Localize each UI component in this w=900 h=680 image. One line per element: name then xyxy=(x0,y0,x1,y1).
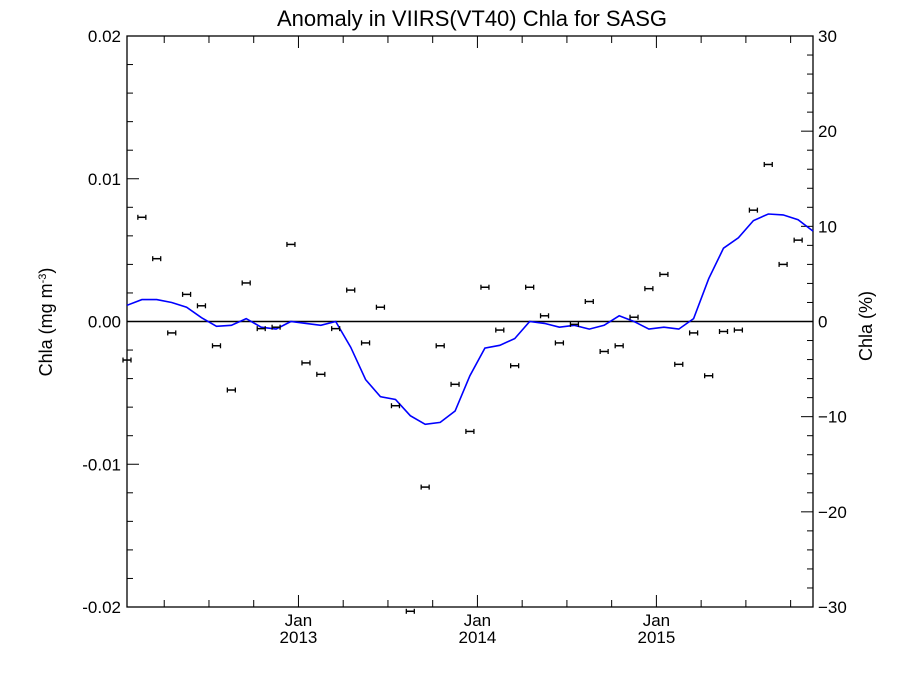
anomaly-percent-line xyxy=(127,214,813,424)
errorbar-point xyxy=(406,609,414,614)
errorbar-point xyxy=(645,286,653,291)
y-axis-left-label: Chla (mg m-3) xyxy=(36,268,56,377)
errorbar-point xyxy=(541,313,549,318)
errorbar-point xyxy=(690,330,698,335)
errorbar-point xyxy=(705,373,713,378)
chart-title: Anomaly in VIIRS(VT40) Chla for SASG xyxy=(277,6,667,31)
errorbar-point xyxy=(183,292,191,297)
errorbar-point xyxy=(391,403,399,408)
errorbar-point xyxy=(734,328,742,333)
right-tick-label: 20 xyxy=(818,122,837,141)
x-tick-label-year: 2013 xyxy=(280,628,318,647)
errorbar-point xyxy=(212,343,220,348)
errorbar-point xyxy=(376,305,384,310)
errorbar-point xyxy=(764,162,772,167)
errorbar-point xyxy=(451,382,459,387)
errorbar-point xyxy=(436,343,444,348)
left-tick-label: -0.01 xyxy=(82,455,121,474)
errorbar-point xyxy=(287,242,295,247)
left-tick-label: -0.02 xyxy=(82,598,121,617)
errorbar-point xyxy=(227,388,235,393)
y-axis-left-label-main: Chla (mg m xyxy=(36,283,56,376)
left-tick-label: 0.00 xyxy=(88,313,121,332)
errorbar-point xyxy=(302,360,310,365)
errorbar-point xyxy=(153,256,161,261)
errorbar-point xyxy=(630,315,638,320)
y-axis-left-label-close: ) xyxy=(36,268,56,274)
anomaly-line-path xyxy=(127,214,813,424)
errorbar-point xyxy=(555,340,563,345)
right-tick-label: −10 xyxy=(818,408,847,427)
errorbar-point xyxy=(615,343,623,348)
left-tick-label: 0.01 xyxy=(88,170,121,189)
y-axis-left-label-superscript: -3 xyxy=(37,274,49,284)
right-tick-label: 10 xyxy=(818,217,837,236)
errorbar-point xyxy=(526,285,534,290)
errorbar-point xyxy=(585,299,593,304)
errorbar-point xyxy=(675,362,683,367)
errorbar-point xyxy=(660,272,668,277)
errorbar-point xyxy=(242,280,250,285)
errorbar-point xyxy=(720,329,728,334)
left-tick-label: 0.02 xyxy=(88,27,121,46)
errorbar-point xyxy=(362,340,370,345)
anomaly-errorbar-points xyxy=(123,162,802,614)
right-tick-label: −20 xyxy=(818,503,847,522)
errorbar-point xyxy=(749,208,757,213)
errorbar-point xyxy=(481,285,489,290)
errorbar-point xyxy=(197,303,205,308)
right-tick-label: −30 xyxy=(818,598,847,617)
x-tick-label-year: 2015 xyxy=(637,628,675,647)
errorbar-point xyxy=(317,372,325,377)
errorbar-point xyxy=(466,429,474,434)
errorbar-point xyxy=(779,262,787,267)
errorbar-point xyxy=(496,328,504,333)
errorbar-point xyxy=(511,363,519,368)
errorbar-point xyxy=(600,349,608,354)
errorbar-point xyxy=(794,238,802,243)
errorbar-point xyxy=(421,485,429,490)
y-axis-right-label: Chla (%) xyxy=(856,291,876,361)
errorbar-point xyxy=(347,288,355,293)
right-tick-label: 0 xyxy=(818,313,827,332)
right-tick-label: 30 xyxy=(818,27,837,46)
errorbar-point xyxy=(168,330,176,335)
errorbar-point xyxy=(138,215,146,220)
x-tick-label-year: 2014 xyxy=(459,628,497,647)
